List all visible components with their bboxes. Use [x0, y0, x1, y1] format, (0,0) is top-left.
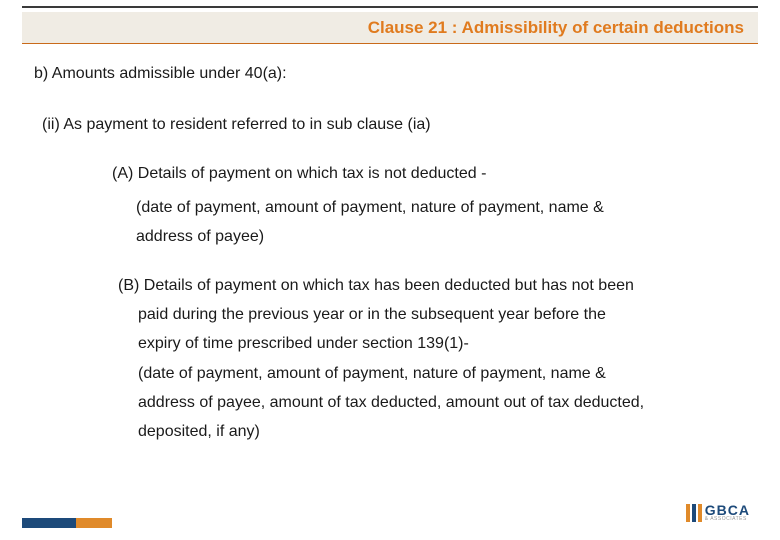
logo-main-text: GBCA [705, 503, 750, 517]
item-B-line2: paid during the previous year or in the … [138, 303, 742, 326]
title-bar: Clause 21 : Admissibility of certain ded… [22, 12, 758, 44]
item-b: b) Amounts admissible under 40(a): [34, 62, 750, 85]
item-A-detail-2: address of payee) [136, 225, 750, 248]
item-B-detail-2: address of payee, amount of tax deducted… [138, 391, 742, 414]
item-B-detail-3: deposited, if any) [138, 420, 742, 443]
logo-bars-icon [686, 504, 702, 522]
page-title: Clause 21 : Admissibility of certain ded… [368, 18, 744, 38]
item-B-line1: (B) Details of payment on which tax has … [118, 274, 746, 297]
item-ii: (ii) As payment to resident referred to … [42, 113, 750, 136]
logo-sub-text: & ASSOCIATES [705, 517, 750, 522]
footer-accent-stripe [22, 518, 112, 528]
company-logo: GBCA & ASSOCIATES [686, 503, 750, 522]
stripe-blue [22, 518, 76, 528]
item-A-detail-1: (date of payment, amount of payment, nat… [136, 196, 750, 219]
stripe-orange [76, 518, 112, 528]
item-B-detail-1: (date of payment, amount of payment, nat… [138, 362, 742, 385]
item-B-line3: expiry of time prescribed under section … [138, 332, 742, 355]
item-A: (A) Details of payment on which tax is n… [112, 162, 750, 185]
top-divider [22, 6, 758, 8]
document-body: b) Amounts admissible under 40(a): (ii) … [34, 62, 750, 449]
